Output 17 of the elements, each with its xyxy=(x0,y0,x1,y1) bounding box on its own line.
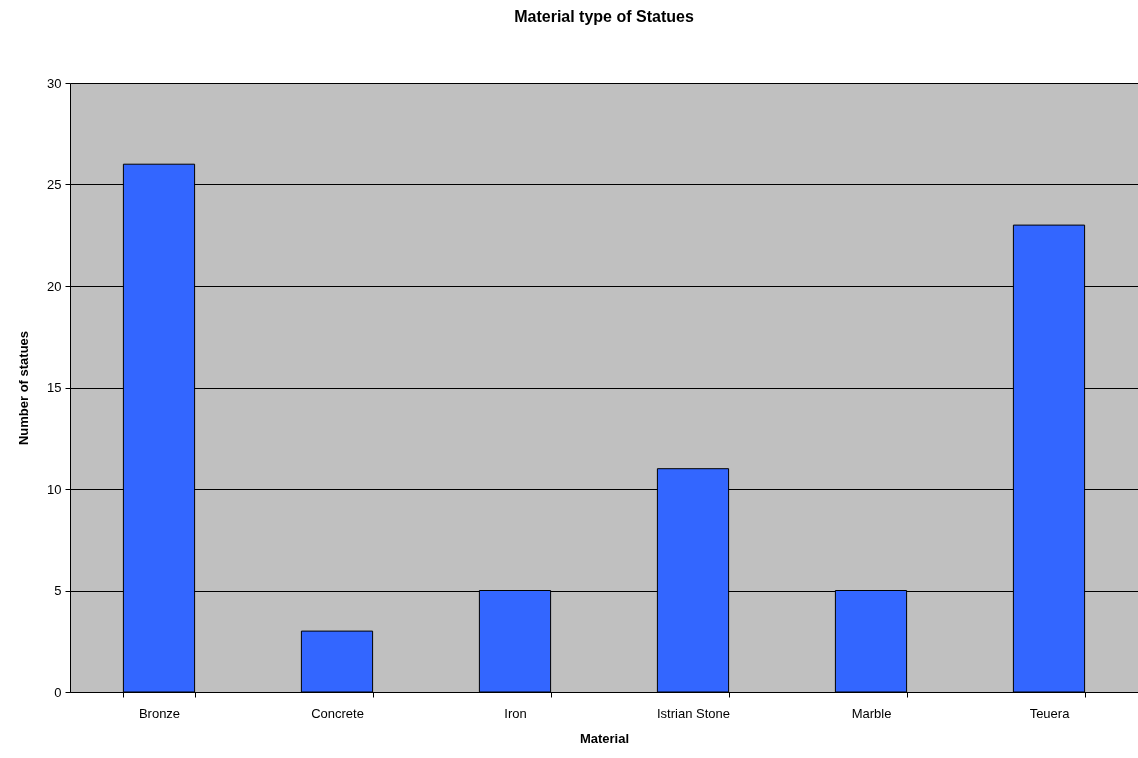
y-tick-label: 30 xyxy=(47,75,62,91)
y-axis-title: Number of statues xyxy=(16,330,32,446)
x-axis-title: Material xyxy=(579,730,630,746)
chart-title: Material type of Statues xyxy=(514,8,694,25)
x-tick-label: Teuera xyxy=(1029,705,1071,721)
x-tick-label: Marble xyxy=(851,705,892,721)
y-tick-label: 20 xyxy=(47,278,62,294)
x-tick-label: Istrian Stone xyxy=(657,705,730,721)
y-tick-label: 25 xyxy=(47,177,62,192)
x-tick-label: Bronze xyxy=(138,705,181,721)
y-tick-label: 15 xyxy=(47,380,62,395)
x-tick-label: Iron xyxy=(504,705,527,721)
y-tick-label: 5 xyxy=(54,583,62,598)
y-tick-label: 10 xyxy=(47,481,62,497)
bar xyxy=(300,630,374,693)
y-tick-label: 0 xyxy=(54,684,62,700)
x-tick-label: Concrete xyxy=(311,705,364,721)
